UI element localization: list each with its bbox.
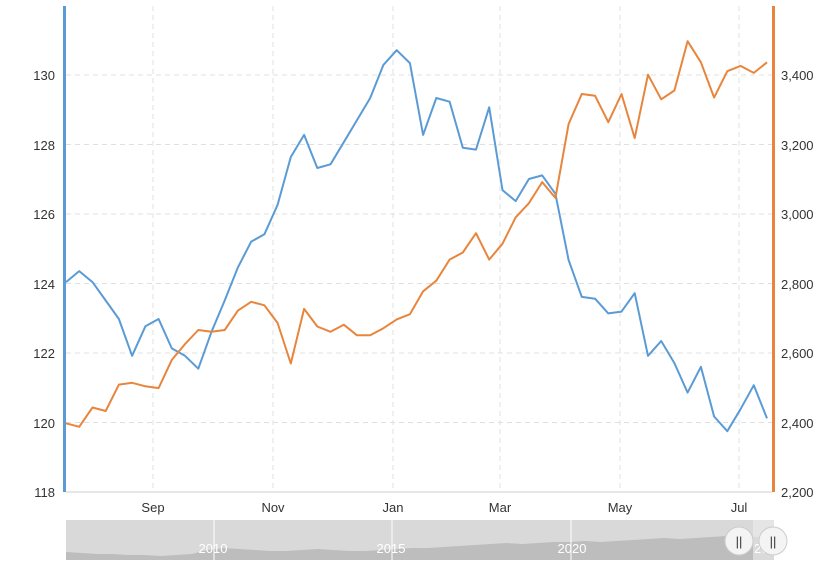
left-tick-label: 130 — [33, 68, 55, 83]
left-tick-labels: 118 120 122 124 126 128 130 — [33, 68, 55, 500]
x-tick-label: Sep — [141, 500, 164, 515]
drag-handle-icon: || — [736, 534, 743, 549]
navigator-area — [66, 536, 774, 560]
right-axis-line — [772, 6, 775, 492]
left-tick-label: 118 — [34, 485, 55, 500]
right-y-axis — [772, 6, 775, 492]
right-axis-series-line — [65, 40, 768, 428]
x-tick-label: Jan — [383, 500, 404, 515]
right-tick-labels: 2,200 2,400 2,600 2,800 3,000 3,200 3,40… — [781, 68, 814, 500]
x-tick-label: Jul — [731, 500, 748, 515]
left-axis-line — [63, 6, 66, 492]
left-tick-label: 122 — [33, 346, 55, 361]
left-axis-series-line — [65, 49, 768, 433]
navigator-right-handle[interactable]: || — [758, 526, 788, 556]
right-tick-label: 3,000 — [781, 207, 814, 222]
navigator-label: 2015 — [377, 541, 406, 556]
navigator-left-handle[interactable]: || — [724, 526, 754, 556]
navigator-label: 2020 — [558, 541, 587, 556]
left-tick-label: 124 — [33, 277, 55, 292]
drag-handle-icon: || — [770, 534, 777, 549]
x-tick-label: Mar — [489, 500, 512, 515]
series-layer — [65, 40, 768, 433]
left-tick-label: 120 — [33, 416, 55, 431]
x-tick-labels: Sep Nov Jan Mar May Jul — [141, 500, 747, 515]
right-tick-label: 2,600 — [781, 346, 814, 361]
left-y-axis — [63, 6, 66, 492]
left-tick-label: 126 — [33, 207, 55, 222]
gridlines — [66, 6, 772, 493]
navigator-label: 2010 — [199, 541, 228, 556]
left-tick-label: 128 — [33, 138, 55, 153]
x-tick-label: Nov — [261, 500, 285, 515]
range-navigator[interactable]: 2010 2015 2020 202 || || — [66, 520, 788, 560]
right-tick-label: 2,400 — [781, 416, 814, 431]
right-tick-label: 3,200 — [781, 138, 814, 153]
x-tick-label: May — [608, 500, 633, 515]
right-tick-label: 2,800 — [781, 277, 814, 292]
right-tick-label: 3,400 — [781, 68, 814, 83]
right-tick-label: 2,200 — [781, 485, 814, 500]
